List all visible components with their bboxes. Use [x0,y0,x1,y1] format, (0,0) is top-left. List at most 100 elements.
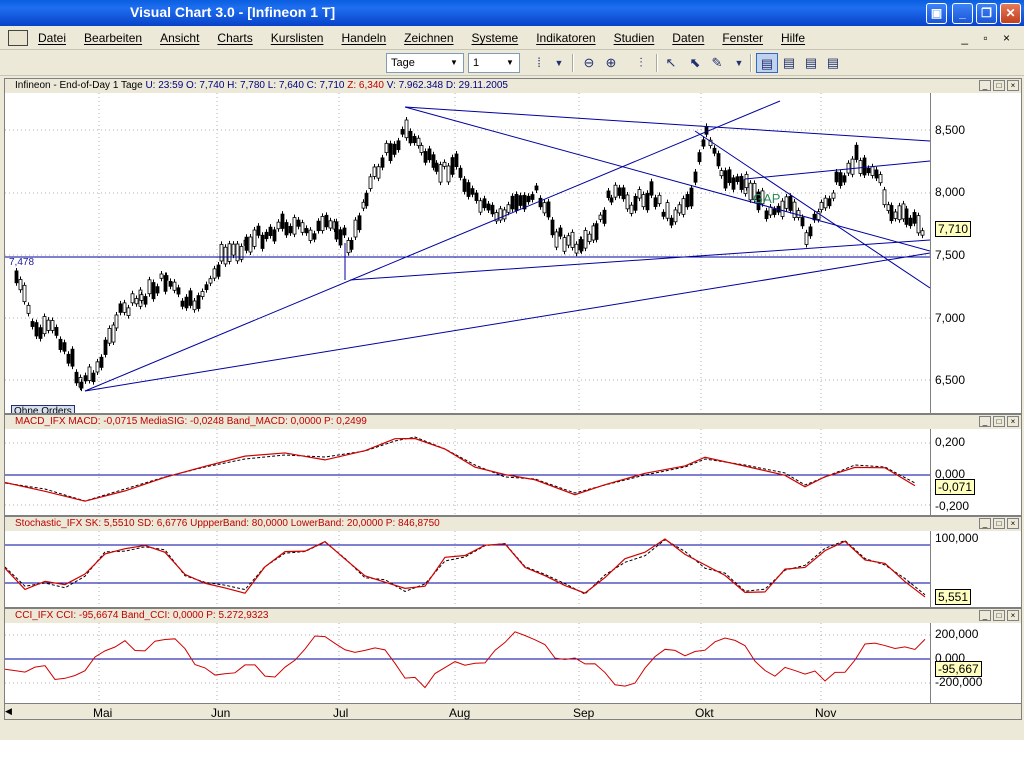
pane-maximize-icon[interactable]: □ [993,416,1005,427]
close-button[interactable]: ✕ [1000,3,1021,24]
dropdown-arrow-icon[interactable]: ▼ [554,58,564,68]
price-candle [916,215,921,234]
chart-view-2-icon[interactable]: ▤ [782,55,796,70]
price-candle [143,296,148,305]
bar-style-icon[interactable]: ⫶ [639,55,643,70]
price-candle [458,167,463,178]
pane-maximize-icon[interactable]: □ [993,518,1005,529]
pane-buttons: _ □ × [977,518,1019,529]
chart-view-3-icon[interactable]: ▤ [804,55,818,70]
cci-chart[interactable] [5,623,930,703]
trend-line [84,100,781,392]
pane-minimize-icon[interactable]: _ [979,610,991,621]
pane-divider[interactable] [5,515,1021,517]
menu-fenster[interactable]: Fenster [722,31,764,45]
month-label: Jun [211,706,231,720]
menu-kurslisten[interactable]: Kurslisten [270,31,324,45]
dropdown-arrow-icon[interactable]: ▼ [734,58,744,68]
stoch-info: Stochastic_IFX SK: 5,5510 SD: 6,6776 Upp… [15,518,440,529]
menu-daten[interactable]: Daten [672,31,705,45]
menu-studien[interactable]: Studien [613,31,655,45]
pane-maximize-icon[interactable]: □ [993,610,1005,621]
pane-close-icon[interactable]: × [1007,518,1019,529]
menu-bearbeiten[interactable]: Bearbeiten [84,31,143,45]
cci-chart-svg[interactable] [5,623,930,703]
pane-divider[interactable] [5,607,1021,609]
price-candle [280,213,285,229]
pane-close-icon[interactable]: × [1007,610,1019,621]
title-bar[interactable]: Visual Chart 3.0 - [Infineon 1 T] ▣ _ ❐ … [0,0,1024,26]
cursor-icon[interactable]: ↖ [665,55,677,70]
price-candle [788,195,793,211]
menu-hilfe[interactable]: Hilfe [781,31,806,45]
price-candle [346,240,351,254]
minimize-button[interactable]: _ [952,3,973,24]
chevron-down-icon[interactable]: ▼ [450,58,458,67]
pane-close-icon[interactable]: × [1007,416,1019,427]
price-candle [272,229,277,242]
price-candle [396,140,401,151]
zoom-in-icon[interactable]: ⊕ [605,55,617,70]
chart-view-4-icon[interactable]: ▤ [826,55,840,70]
z-label: Z: 6,340 [347,80,387,91]
macd-chart-svg[interactable] [5,429,930,515]
price-axis: 8,500 8,000 7,500 7,000 6,500 7,710 [930,93,1021,413]
cci-line [5,631,926,689]
stoch-chart[interactable] [5,531,930,607]
price-candle [712,147,717,154]
grip-icon[interactable]: ⁞ [537,55,541,70]
pane-divider[interactable] [5,413,1021,415]
pane-minimize-icon[interactable]: _ [979,416,991,427]
menu-datei[interactable]: Datei [38,31,67,45]
period-select[interactable]: Tage ▼ [386,53,464,73]
menu-systeme[interactable]: Systeme [471,31,519,45]
pane-close-icon[interactable]: × [1007,80,1019,91]
chevron-down-icon[interactable]: ▼ [506,58,514,67]
zoom-out-icon[interactable]: ⊖ [583,55,595,70]
macd-chart[interactable] [5,429,930,515]
chart-view-1-icon[interactable]: ▤ [756,53,778,73]
price-candle [858,160,863,174]
mdi-window-buttons[interactable]: _ ▫ × [961,31,1016,45]
price-candle [308,229,313,241]
pane-minimize-icon[interactable]: _ [979,518,991,529]
menu-charts[interactable]: Charts [217,31,253,45]
price-candle [920,230,925,236]
price-candle [244,236,249,251]
price-candle [598,214,603,220]
pane-minimize-icon[interactable]: _ [979,80,991,91]
price-candle [669,217,674,226]
pane-maximize-icon[interactable]: □ [993,80,1005,91]
interval-select[interactable]: 1 ▼ [468,53,520,73]
time-axis[interactable]: ◀ Mai Jun Jul Aug Sep Okt Nov [5,703,1021,720]
price-candle [118,303,123,313]
maximize-button[interactable]: ❐ [976,3,997,24]
price-candle [184,296,189,309]
price-chart[interactable]: 7,478 GAP Ohne Orders [5,93,930,413]
stoch-chart-svg[interactable] [5,531,930,607]
price-candle [296,219,301,227]
price-candle [816,211,821,220]
price-chart-svg[interactable] [5,93,930,413]
restore-icon[interactable]: ▣ [926,3,947,24]
price-candle [723,170,728,189]
price-candle [661,211,666,217]
menu-handeln[interactable]: Handeln [341,31,387,45]
price-candle [735,176,740,183]
menu-indikatoren[interactable]: Indikatoren [536,31,596,45]
chart-app-icon[interactable] [8,30,28,46]
pen-icon[interactable]: ✎ [711,55,723,70]
orders-badge[interactable]: Ohne Orders [11,405,75,413]
trend-line [694,130,930,289]
price-candle [338,229,343,246]
pointer-icon[interactable]: ⬉ [689,55,701,70]
price-candle [834,171,839,183]
menu-zeichnen[interactable]: Zeichnen [404,31,454,45]
price-candle [276,221,281,230]
price-candle [196,295,201,309]
cci-tick: -200,000 [935,675,983,689]
menu-ansicht[interactable]: Ansicht [160,31,200,45]
scroll-left-icon[interactable]: ◀ [5,706,12,716]
price-candle [342,227,347,236]
price-candle [665,202,670,219]
